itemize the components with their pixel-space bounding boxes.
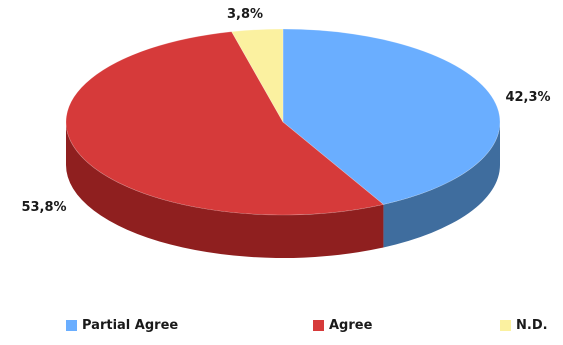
pie-chart-plot: 42,3% 53,8% 3,8% xyxy=(21,7,551,258)
data-label-agree: 53,8% xyxy=(21,200,66,215)
legend-item-nd: N.D. xyxy=(500,318,548,333)
legend-label-agree: Agree xyxy=(329,318,373,333)
legend-label-nd: N.D. xyxy=(516,318,548,333)
pie-slice-n-d xyxy=(231,28,284,124)
pie-side-partial-agree xyxy=(383,122,500,248)
legend-item-partial-agree: Partial Agree xyxy=(66,318,178,333)
data-label-n-d: 3,8% xyxy=(227,7,263,22)
legend-label-partial-agree: Partial Agree xyxy=(82,318,179,333)
legend-swatch-agree xyxy=(313,320,324,331)
pie-slice-agree xyxy=(65,31,385,216)
legend-swatch-partial-agree xyxy=(66,320,77,331)
pie-slice-partial-agree xyxy=(282,28,501,205)
chart-legend: Partial Agree Agree N.D. xyxy=(0,318,563,340)
pie-side-agree xyxy=(66,122,384,258)
legend-swatch-nd xyxy=(500,320,511,331)
data-label-partial-agree: 42,3% xyxy=(505,90,550,105)
legend-item-agree: Agree xyxy=(313,318,372,333)
